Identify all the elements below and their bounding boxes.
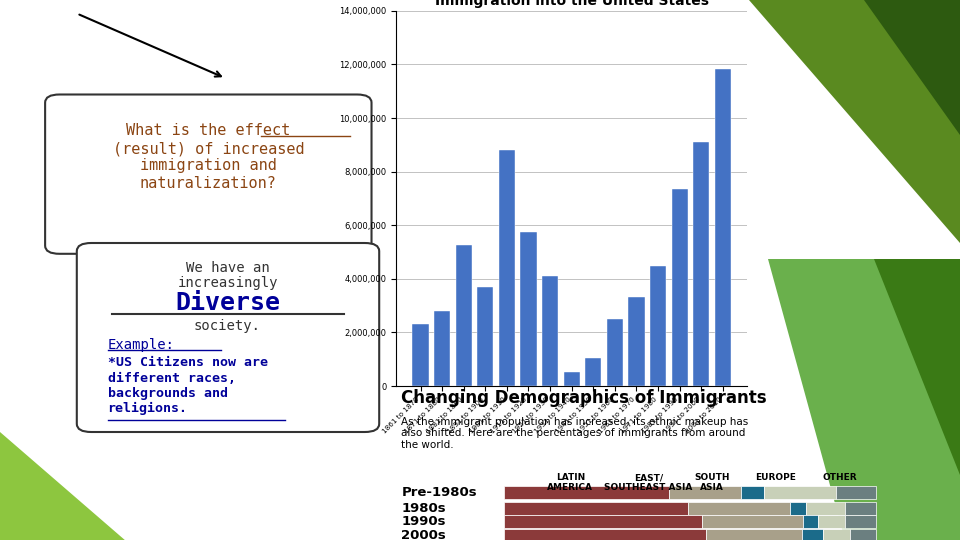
Text: religions.: religions. xyxy=(108,402,187,415)
Text: different races,: different races, xyxy=(108,372,235,384)
Bar xyxy=(504,486,669,499)
Text: naturalization?: naturalization? xyxy=(140,176,276,191)
Bar xyxy=(823,529,850,540)
Bar xyxy=(504,529,707,540)
Text: 1990s: 1990s xyxy=(401,515,445,529)
Bar xyxy=(805,502,845,515)
Title: Immigration into the United States: Immigration into the United States xyxy=(435,0,708,8)
Bar xyxy=(504,515,702,529)
Text: increasingly: increasingly xyxy=(178,276,277,290)
Text: EUROPE: EUROPE xyxy=(756,473,797,482)
Bar xyxy=(499,150,515,386)
Bar xyxy=(764,486,836,499)
Bar xyxy=(586,359,601,386)
Text: What is the effect: What is the effect xyxy=(126,123,291,138)
FancyBboxPatch shape xyxy=(77,243,379,432)
Bar xyxy=(802,529,823,540)
Polygon shape xyxy=(864,0,960,135)
Bar xyxy=(702,515,803,529)
Polygon shape xyxy=(0,432,125,540)
Text: Diverse: Diverse xyxy=(175,292,280,315)
Text: Changing Demographics of Immigrants: Changing Demographics of Immigrants xyxy=(401,389,767,407)
Bar xyxy=(650,266,666,386)
Bar xyxy=(850,529,876,540)
Text: LATIN
AMERICA: LATIN AMERICA xyxy=(547,473,593,492)
Bar xyxy=(520,232,537,386)
Text: SOUTH
ASIA: SOUTH ASIA xyxy=(694,473,730,492)
Bar xyxy=(845,515,876,529)
Bar xyxy=(688,502,790,515)
Text: immigration and: immigration and xyxy=(140,158,276,173)
Text: Pre-1980s: Pre-1980s xyxy=(401,486,477,499)
Bar xyxy=(741,486,764,499)
Bar xyxy=(504,502,688,515)
Text: 1980s: 1980s xyxy=(401,502,446,515)
Bar xyxy=(413,324,428,386)
Text: *US Citizens now are: *US Citizens now are xyxy=(108,356,268,369)
Text: backgrounds and: backgrounds and xyxy=(108,387,228,400)
Bar xyxy=(542,276,558,386)
FancyBboxPatch shape xyxy=(45,94,372,254)
Text: OTHER: OTHER xyxy=(823,473,857,482)
Polygon shape xyxy=(749,0,960,243)
Polygon shape xyxy=(768,259,960,540)
Text: We have an: We have an xyxy=(185,261,270,275)
Bar xyxy=(790,502,805,515)
Bar xyxy=(693,142,709,386)
Text: EAST/
SOUTHEAST ASIA: EAST/ SOUTHEAST ASIA xyxy=(605,473,693,492)
Bar xyxy=(477,287,493,386)
Bar xyxy=(669,486,741,499)
Bar xyxy=(715,69,731,386)
Bar xyxy=(845,502,876,515)
Bar xyxy=(607,319,623,386)
Bar xyxy=(672,190,687,386)
Bar xyxy=(803,515,818,529)
Bar xyxy=(629,297,644,386)
Bar xyxy=(836,486,876,499)
Text: 2000s: 2000s xyxy=(401,529,446,540)
Bar xyxy=(456,246,471,386)
Text: As the immigrant population has increased, its ethnic makeup has
also shifted. H: As the immigrant population has increase… xyxy=(401,417,749,450)
Bar xyxy=(564,372,580,386)
Bar xyxy=(707,529,802,540)
Text: (result) of increased: (result) of increased xyxy=(112,141,304,156)
Bar xyxy=(434,310,450,386)
Text: society.: society. xyxy=(194,319,261,333)
Bar xyxy=(818,515,845,529)
Text: Example:: Example: xyxy=(108,338,175,352)
Polygon shape xyxy=(874,259,960,475)
